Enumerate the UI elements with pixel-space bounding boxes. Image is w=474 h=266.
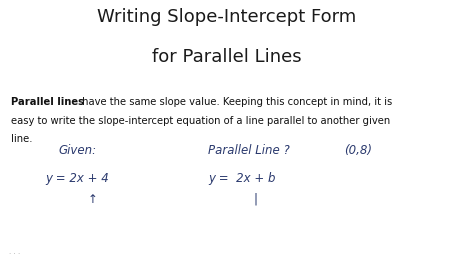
Text: Writing Slope-Intercept Form: Writing Slope-Intercept Form xyxy=(97,8,356,26)
Text: Parallel Line ?: Parallel Line ? xyxy=(209,144,290,157)
Text: easy to write the slope-intercept equation of a line parallel to another given: easy to write the slope-intercept equati… xyxy=(11,116,391,126)
Text: y = 2x + 4: y = 2x + 4 xyxy=(46,172,109,185)
Text: line.: line. xyxy=(11,134,33,144)
Text: |: | xyxy=(254,192,258,205)
Text: y =  2x + b: y = 2x + b xyxy=(209,172,276,185)
Text: have the same slope value. Keeping this concept in mind, it is: have the same slope value. Keeping this … xyxy=(79,97,392,107)
Text: ↑: ↑ xyxy=(88,193,98,206)
Text: . . .: . . . xyxy=(9,249,20,255)
Text: Given:: Given: xyxy=(59,144,97,157)
Text: Parallel lines: Parallel lines xyxy=(11,97,84,107)
Text: for Parallel Lines: for Parallel Lines xyxy=(152,48,301,66)
Text: (0,8): (0,8) xyxy=(344,144,372,157)
